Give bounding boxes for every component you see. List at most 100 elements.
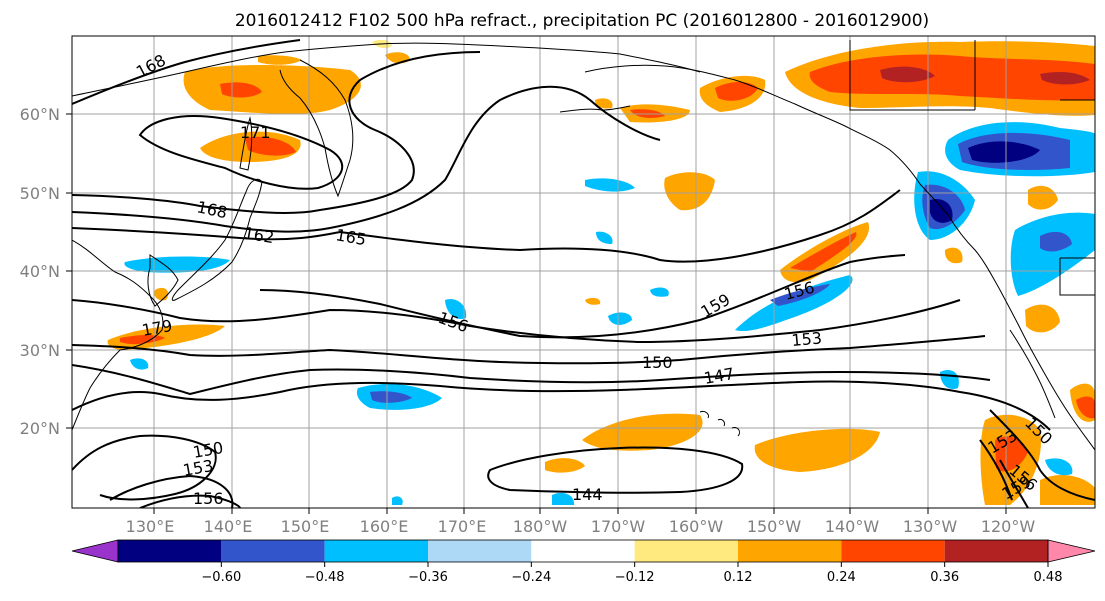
precip-area-positive <box>585 297 601 305</box>
precip-area-positive <box>220 82 262 98</box>
precip-area-negative <box>968 141 1040 163</box>
colorbar-swatch <box>531 540 635 562</box>
precip-area-negative <box>124 256 230 273</box>
colorbar-tick-label: −0.48 <box>305 570 345 585</box>
precip-area-positive <box>582 413 703 451</box>
contour-line <box>72 51 481 214</box>
colorbar-tick-label: 0.36 <box>930 570 959 585</box>
precip-area-positive <box>183 65 361 115</box>
colorbar-swatch <box>634 540 738 562</box>
lon-tick-label: 180°W <box>513 517 568 536</box>
precip-area-negative <box>596 231 613 244</box>
colorbar-outline <box>117 539 1049 563</box>
precipitation-shading <box>107 39 1095 505</box>
map-panel: 168 171 168 162 165 159 156 156 153 150 … <box>71 35 1096 509</box>
colorbar-tick-label: −0.24 <box>511 570 551 585</box>
contour-line <box>72 85 661 233</box>
precip-area-negative <box>608 312 632 325</box>
contour-label: 156 <box>193 489 224 508</box>
lon-tick-label: 150°W <box>747 517 802 536</box>
lon-tick-label: 140°W <box>825 517 880 536</box>
precip-area-negative <box>585 178 635 192</box>
lat-tick-label: 40°N <box>20 262 60 281</box>
lat-tick-label: 60°N <box>20 105 60 124</box>
coastline-east-asia <box>72 239 164 431</box>
precip-area-positive <box>1040 72 1090 85</box>
contour-line <box>72 299 961 344</box>
colorbar-tick-label: 0.24 <box>827 570 856 585</box>
contour-line <box>487 446 744 494</box>
colorbar-swatch <box>841 540 945 562</box>
contour-line <box>72 380 1051 431</box>
colorbar-swatch <box>738 540 842 562</box>
colorbar-tick-label: −0.12 <box>615 570 655 585</box>
lat-tick-label: 30°N <box>20 341 60 360</box>
coastline-north-america <box>919 183 1095 451</box>
precip-area-positive <box>1028 185 1058 210</box>
contour-label: 153 <box>791 328 823 350</box>
coastline-korea <box>147 254 179 307</box>
precip-area-positive <box>664 172 715 211</box>
contour-line <box>72 335 986 365</box>
coastline-hawaii <box>699 411 741 437</box>
lon-tick-label: 120°W <box>981 517 1036 536</box>
contour-label: 144 <box>572 485 603 504</box>
contour-line <box>72 364 991 396</box>
colorbar-extend-low <box>71 539 119 563</box>
precip-area-negative <box>392 496 403 505</box>
contour-line <box>109 474 234 508</box>
precip-area-negative <box>1010 212 1095 296</box>
colorbar-swatch <box>944 540 1048 562</box>
colorbar-tick-label: 0.12 <box>724 570 753 585</box>
contour-line <box>72 39 301 105</box>
precip-area-negative <box>1040 231 1072 252</box>
precip-area-positive <box>944 247 963 264</box>
graticule <box>72 36 1095 508</box>
contour-label: 171 <box>240 123 271 142</box>
precip-area-positive <box>995 436 1028 472</box>
contour-line <box>979 439 1013 501</box>
colorbar-swatch <box>118 540 222 562</box>
precip-area-positive <box>258 55 302 65</box>
contour-line <box>999 459 1029 508</box>
coastline-kamchatka <box>279 59 354 198</box>
coastline-siberia <box>72 42 701 97</box>
coastline-alaska <box>584 64 921 185</box>
precip-area-positive <box>245 136 296 156</box>
precip-area-positive <box>1025 304 1060 333</box>
lat-tick-label: 20°N <box>20 419 60 438</box>
precip-area-negative <box>445 298 467 320</box>
coastline-sakhalin <box>239 116 253 171</box>
colorbar: −0.60 −0.48 −0.36 −0.24 −0.12 0.12 0.24 0.36 0.4… <box>71 539 1096 585</box>
precip-area-negative <box>930 199 953 223</box>
contour-line <box>139 494 241 508</box>
precip-area-positive <box>790 232 857 272</box>
colorbar-extend-high <box>1047 539 1096 563</box>
figure-title: 2016012412 F102 500 hPa refract., precip… <box>235 11 929 31</box>
colorbar-swatch <box>428 540 532 562</box>
precip-area-positive <box>754 428 880 472</box>
lon-tick-label: 160°W <box>669 517 724 536</box>
precip-area-negative <box>650 287 669 297</box>
precip-area-positive <box>595 98 613 109</box>
lon-tick-label: 150°E <box>281 517 330 536</box>
coastline-hudson <box>849 40 1095 296</box>
contour-label: 150 <box>642 353 673 372</box>
colorbar-swatch <box>324 540 428 562</box>
lon-tick-label: 170°W <box>591 517 646 536</box>
colorbar-tick-label: −0.36 <box>408 570 448 585</box>
lon-tick-label: 160°E <box>360 517 409 536</box>
contour-line <box>259 254 906 339</box>
contour-line <box>989 409 1095 501</box>
latitude-axis: 20°N 30°N 40°N 50°N 60°N <box>20 105 72 438</box>
lon-tick-label: 170°E <box>438 517 487 536</box>
precip-area-positive <box>715 82 758 101</box>
precip-area-positive <box>545 458 585 473</box>
contour-line <box>138 115 344 190</box>
precip-area-negative <box>770 284 830 306</box>
lon-tick-label: 130°W <box>903 517 958 536</box>
colorbar-tick-label: 0.48 <box>1034 570 1063 585</box>
precip-area-negative <box>1045 458 1073 476</box>
coastline-baja <box>1009 329 1056 419</box>
